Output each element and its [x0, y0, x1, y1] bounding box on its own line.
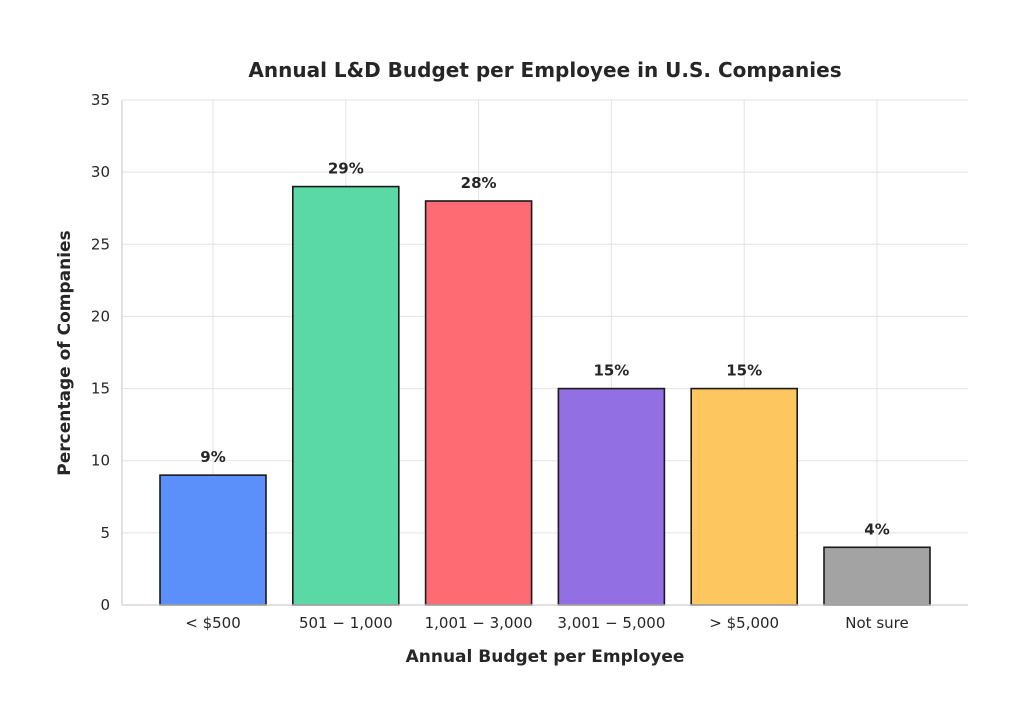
bar	[159, 474, 267, 606]
axes: 0 5 10 15 20 25 30 35 < $500 501 − 1,000 1,001 − 3…	[91, 91, 968, 632]
bar-value-label: 29%	[328, 160, 364, 178]
y-tick-label: 35	[91, 91, 110, 109]
y-tick-label: 0	[100, 596, 110, 614]
x-tick-label: 3,001 − 5,000	[557, 614, 665, 632]
bars: 9% 29% 28% 15% 15% 4%	[159, 160, 931, 606]
x-tick-label: > $5,000	[709, 614, 779, 632]
x-tick-label: < $500	[185, 614, 241, 632]
bar-value-label: 15%	[593, 362, 629, 380]
bar	[690, 387, 799, 606]
chart-title: Annual L&D Budget per Employee in U.S. C…	[248, 58, 841, 82]
x-tick-label: 501 − 1,000	[299, 614, 393, 632]
y-tick-label: 5	[100, 524, 110, 542]
y-tick-label: 25	[91, 235, 110, 253]
x-tick-label: Not sure	[845, 614, 908, 632]
x-tick-label: 1,001 − 3,000	[425, 614, 533, 632]
y-tick-label: 20	[91, 307, 110, 325]
y-tick-label: 30	[91, 163, 110, 181]
y-axis-title: Percentage of Companies	[55, 230, 75, 475]
bar	[557, 387, 666, 606]
y-tick-label: 15	[91, 380, 110, 398]
bar	[823, 546, 931, 606]
bar-value-label: 9%	[200, 448, 225, 466]
bar-value-label: 28%	[461, 174, 497, 192]
bar-value-label: 4%	[864, 520, 889, 538]
bar-value-label: 15%	[726, 362, 762, 380]
x-axis-title: Annual Budget per Employee	[406, 647, 685, 667]
bar	[291, 185, 400, 606]
bar	[424, 200, 533, 606]
y-tick-label: 10	[91, 452, 110, 470]
